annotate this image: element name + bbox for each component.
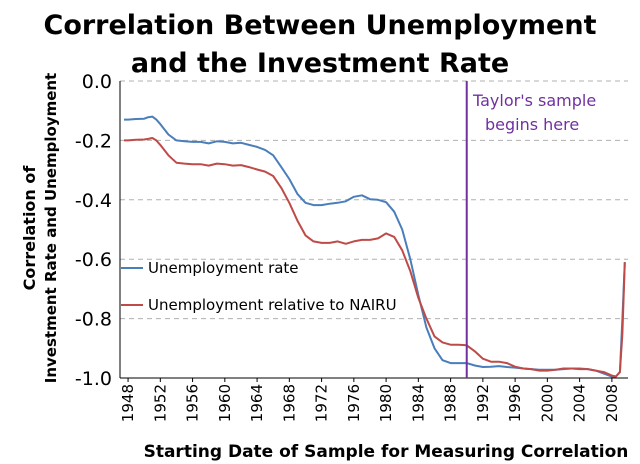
y-tick-label: -0.8 (75, 309, 112, 331)
x-tick-label: 1984 (409, 384, 427, 422)
x-tick-label: 1960 (216, 384, 234, 422)
chart-title-line-1: Correlation Between Unemployment (44, 10, 597, 41)
x-tick-label: 1972 (313, 384, 331, 422)
x-tick-label: 2008 (603, 384, 621, 422)
annotation-line-2: begins here (485, 115, 579, 134)
y-tick-label: 0.0 (82, 71, 112, 93)
series-line-unemployment-relative-to-nairu (124, 137, 626, 378)
x-tick-marks (127, 378, 613, 382)
chart-title-line-2: and the Investment Rate (131, 48, 509, 79)
x-tick-label: 1964 (248, 384, 266, 422)
y-tick-label: -0.4 (75, 190, 112, 212)
x-tick-label: 1956 (184, 384, 202, 422)
series-line-unemployment-rate (124, 115, 626, 378)
x-tick-label: 2000 (538, 384, 556, 422)
annotation-line-1: Taylor's sample (472, 91, 596, 110)
y-axis-title-line-1: Correlation of (20, 165, 39, 291)
y-tick-label: -1.0 (75, 368, 112, 390)
y-tick-label: -0.6 (75, 249, 112, 271)
y-axis-title-line-2: Investment Rate and Unemployment (42, 73, 60, 383)
series-layer (124, 115, 626, 378)
x-tick-label: 1948 (119, 384, 137, 422)
legend-label-unemployment-relative-to-nairu: Unemployment relative to NAIRU (148, 296, 397, 314)
x-axis-title: Starting Date of Sample for Measuring Co… (144, 442, 629, 462)
x-tick-label: 1968 (280, 384, 298, 422)
x-tick-label: 1992 (474, 384, 492, 422)
legend: Unemployment rate Unemployment relative … (121, 259, 397, 314)
x-tick-label: 1952 (151, 384, 169, 422)
x-tick-label: 1980 (377, 384, 395, 422)
x-tick-labels: 1948 1952 1956 1960 1964 1968 1972 1976 1980 1984… (119, 384, 621, 422)
y-tick-labels: 0.0 -0.2 -0.4 -0.6 -0.8 -1.0 (75, 71, 112, 390)
x-tick-label: 2004 (571, 384, 589, 422)
legend-label-unemployment-rate: Unemployment rate (148, 259, 299, 277)
x-tick-label: 1988 (442, 384, 460, 422)
y-tick-label: -0.2 (75, 130, 112, 152)
x-tick-label: 1996 (506, 384, 524, 422)
x-tick-label: 1976 (345, 384, 363, 422)
